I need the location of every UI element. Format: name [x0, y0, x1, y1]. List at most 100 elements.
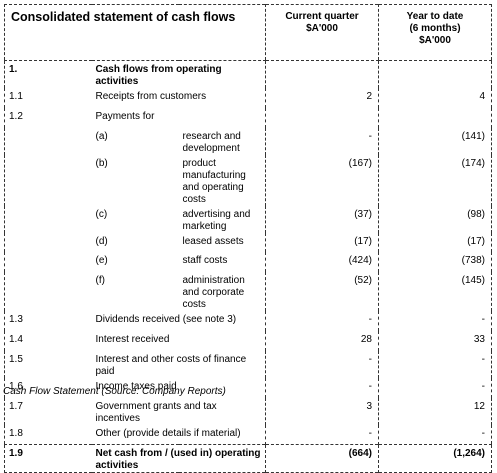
header-row: Consolidated statement of cash flows Cur…	[4, 4, 492, 61]
row-label: Other (provide details if material)	[95, 427, 241, 439]
current-quarter-value: -	[265, 350, 379, 378]
year-to-date-value: (738)	[378, 252, 492, 273]
row-number	[5, 128, 92, 155]
table-row: 1.8 Other (provide details if material) - -	[5, 424, 492, 445]
row-number	[5, 272, 92, 311]
table-row: (d) leased assets (17) (17)	[5, 232, 492, 253]
year-to-date-value: (17)	[378, 232, 492, 253]
current-quarter-value: 3	[265, 397, 379, 425]
row-label: product manufacturing and operating cost…	[182, 157, 246, 205]
table-row: 1.1 Receipts from customers 2 4	[5, 88, 492, 108]
row-letter: (f)	[95, 275, 105, 287]
table-row: (e) staff costs (424) (738)	[5, 252, 492, 273]
row-letter: (b)	[95, 157, 108, 169]
table-row: 1.9 Net cash from / (used in) operating a…	[4, 444, 492, 473]
column-header: Year to date (6 months) $A'000	[378, 4, 492, 61]
year-to-date-value: (174)	[378, 154, 492, 206]
year-to-date-value: (145)	[378, 272, 492, 312]
column-header-line: $A'000	[419, 35, 451, 46]
current-quarter-value: -	[265, 424, 379, 445]
row-number: 1.6	[9, 380, 23, 392]
row-number: 1.7	[9, 400, 23, 412]
row-number: 1.	[9, 64, 18, 75]
row-label: Government grants and tax incentives	[95, 400, 217, 424]
statement: Consolidated statement of cash flows Cur…	[4, 4, 492, 473]
year-to-date-value: -	[378, 377, 492, 398]
table-row: 1.2 Payments for	[5, 107, 492, 128]
column-header: Current quarter $A'000	[265, 4, 379, 61]
table-row: 1.5 Interest and other costs of finance p…	[5, 350, 492, 378]
row-letter: (e)	[95, 255, 108, 267]
row-number	[5, 233, 92, 253]
column-header-line: Current quarter	[285, 11, 359, 22]
current-quarter-value: (17)	[265, 232, 379, 253]
current-quarter-value: (37)	[265, 205, 379, 233]
table-row: 1.3 Dividends received (see note 3) - -	[5, 311, 492, 331]
table-row: (f) administration and corporate costs (52…	[5, 272, 492, 312]
caption: Cash Flow Statement (Source: Company Rep…	[3, 386, 226, 397]
row-label: Interest received	[95, 333, 170, 345]
row-label: Net cash from / (used in) operating acti…	[91, 444, 266, 473]
table-row: 1. Cash flows from operating activities	[5, 60, 492, 88]
table-row: 1.7 Government grants and tax incentives 3…	[5, 397, 492, 425]
row-number	[5, 155, 92, 206]
year-to-date-value	[378, 107, 492, 128]
year-to-date-value: (98)	[378, 205, 492, 233]
table-title: Consolidated statement of cash flows	[4, 4, 266, 61]
row-label: leased assets	[182, 235, 244, 247]
column-header-line: Year to date	[406, 11, 464, 22]
row-letter: (a)	[95, 130, 108, 142]
current-quarter-value: (52)	[265, 272, 379, 312]
row-number: 1.3	[9, 314, 23, 326]
year-to-date-value	[378, 60, 492, 88]
table-row: 1.6 Income taxes paid - -	[5, 377, 492, 398]
column-header-line: $A'000	[306, 23, 338, 34]
row-label: Dividends received (see note 3)	[95, 314, 237, 326]
row-label: Interest and other costs of finance paid	[95, 353, 247, 377]
current-quarter-value: (167)	[265, 154, 379, 206]
table-row: (a) research and development - (141)	[5, 127, 492, 155]
page: Consolidated statement of cash flows Cur…	[3, 4, 492, 473]
row-number	[5, 252, 92, 272]
column-header-line: (6 months)	[409, 23, 461, 34]
row-label: administration and corporate costs	[182, 275, 245, 311]
row-number: 1.1	[9, 91, 23, 102]
row-label: advertising and marketing	[182, 208, 251, 232]
year-to-date-value: (1,264)	[378, 444, 492, 473]
row-label: research and development	[182, 130, 241, 154]
current-quarter-value: (664)	[265, 444, 379, 473]
row-label: staff costs	[182, 255, 228, 267]
year-to-date-value: (141)	[378, 127, 492, 155]
current-quarter-value: -	[265, 127, 379, 155]
year-to-date-value: 4	[378, 88, 492, 108]
current-quarter-value	[265, 107, 379, 128]
row-number	[5, 206, 92, 233]
year-to-date-value: 33	[378, 330, 492, 351]
row-label: Payments for	[95, 110, 155, 122]
current-quarter-value	[265, 60, 379, 88]
row-label: Receipts from customers	[95, 91, 207, 102]
table-row: (c) advertising and marketing (37) (98)	[5, 205, 492, 233]
year-to-date-value: -	[378, 311, 492, 331]
current-quarter-value: (424)	[265, 252, 379, 273]
row-label: Income taxes paid	[95, 380, 177, 392]
row-letter: (c)	[95, 208, 108, 220]
row-number: 1.5	[9, 353, 23, 365]
cash-flow-table: Consolidated statement of cash flows Cur…	[4, 4, 492, 473]
row-number: 1.2	[9, 110, 23, 122]
table-row: 1.4 Interest received 28 33	[5, 330, 492, 351]
row-letter: (d)	[95, 235, 108, 247]
row-number: 1.8	[9, 427, 23, 439]
current-quarter-value: 28	[265, 330, 379, 351]
table-row: (b) product manufacturing and operating c…	[5, 154, 492, 206]
table-body: 1. Cash flows from operating activities 1.…	[4, 60, 492, 473]
row-number: 1.9	[4, 444, 92, 473]
year-to-date-value: -	[378, 350, 492, 378]
year-to-date-value: -	[378, 424, 492, 445]
current-quarter-value: -	[265, 311, 379, 331]
current-quarter-value: 2	[265, 88, 379, 108]
row-label: Cash flows from operating activities	[95, 64, 222, 87]
current-quarter-value: -	[265, 377, 379, 398]
row-number: 1.4	[9, 333, 23, 345]
year-to-date-value: 12	[378, 397, 492, 425]
